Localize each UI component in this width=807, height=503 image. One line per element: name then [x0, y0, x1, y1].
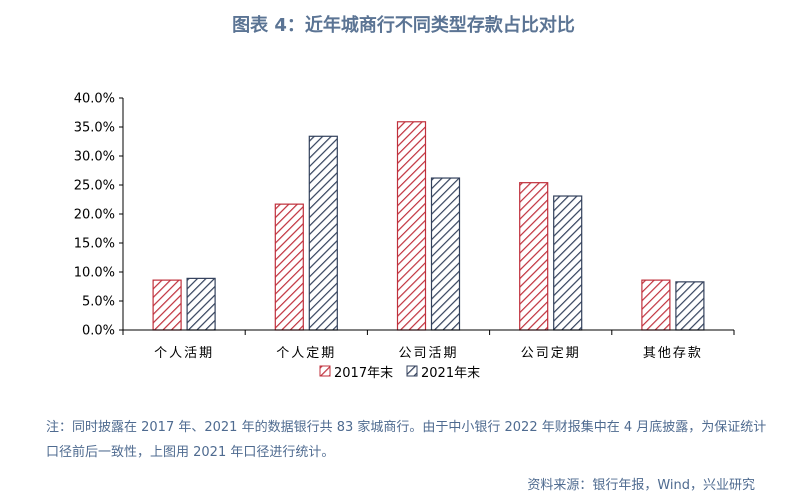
x-tick-label: 其他存款 — [643, 346, 703, 361]
bar-2021-1 — [308, 135, 338, 331]
y-tick-label: 30.0% — [74, 150, 115, 165]
y-tick-label: 35.0% — [74, 121, 115, 136]
y-tick-label: 0.0% — [82, 324, 115, 339]
x-tick-label: 个人活期 — [154, 346, 214, 361]
legend-label: 2017年末 — [334, 366, 393, 381]
bar-2017-2 — [396, 121, 427, 331]
bar-2017-0 — [152, 279, 182, 331]
y-tick-label: 25.0% — [74, 179, 115, 194]
bar-2021-4 — [675, 281, 705, 331]
legend-label: 2021年末 — [421, 366, 480, 381]
bar-2017-1 — [274, 203, 304, 331]
bar-2021-0 — [186, 277, 216, 331]
legend-swatch — [319, 365, 331, 377]
bar-2021-2 — [430, 177, 461, 331]
x-tick-label: 个人定期 — [276, 346, 336, 361]
footnote: 注：同时披露在 2017 年、2021 年的数据银行共 83 家城商行。由于中小… — [46, 420, 767, 460]
y-tick-label: 40.0% — [74, 92, 115, 107]
bar-2017-3 — [519, 182, 549, 331]
legend-swatch — [406, 365, 418, 377]
source-text: 资料来源：银行年报，Wind，兴业研究 — [527, 478, 755, 493]
y-tick-label: 5.0% — [82, 295, 115, 310]
y-tick-label: 20.0% — [74, 208, 115, 223]
y-tick-label: 10.0% — [74, 266, 115, 281]
bar-2017-4 — [641, 279, 671, 331]
bar-chart: 0.0% 5.0% 10.0% 15.0% 20.0% 25.0% 30.0% 35.0% 40… — [74, 92, 735, 381]
x-tick-label: 公司活期 — [398, 346, 458, 361]
y-tick-label: 15.0% — [74, 237, 115, 252]
bar-2021-3 — [553, 195, 583, 331]
x-tick-label: 公司定期 — [521, 346, 581, 361]
chart-title: 图表 4：近年城商行不同类型存款占比对比 — [232, 15, 575, 36]
